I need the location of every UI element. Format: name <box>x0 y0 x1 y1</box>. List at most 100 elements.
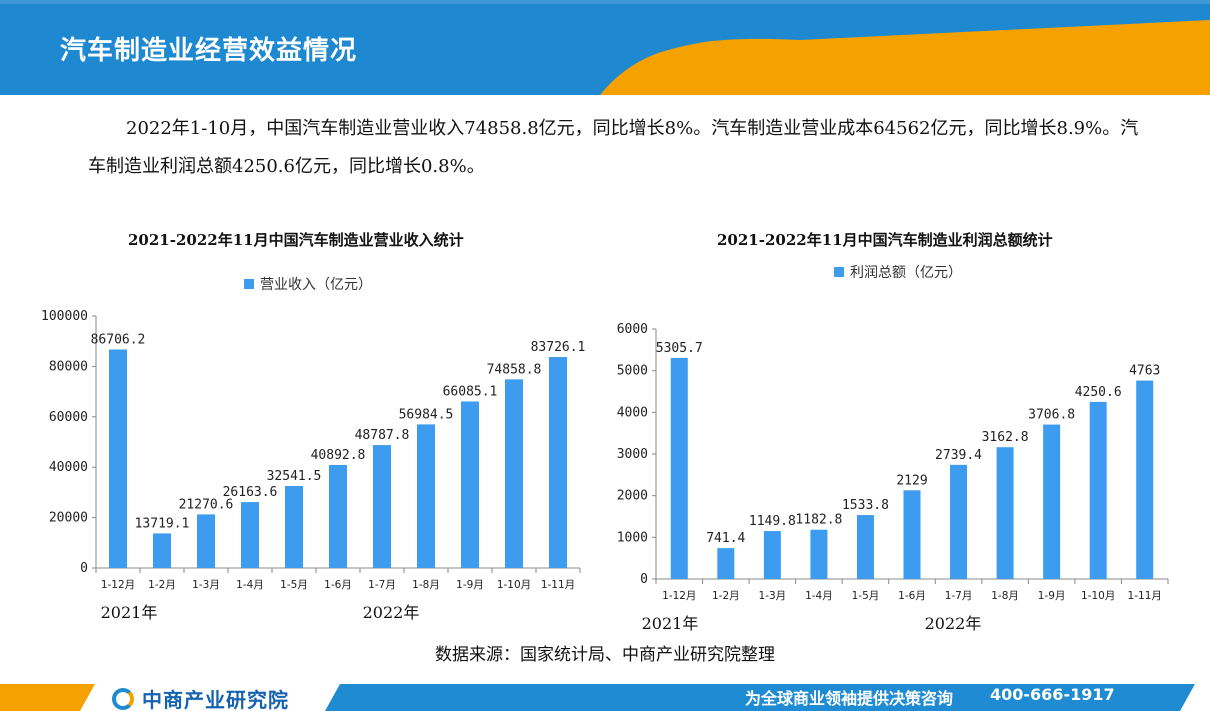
footer-band <box>0 682 1210 711</box>
profit-x-tick-label: 1-7月 <box>945 590 973 602</box>
revenue-legend-label: 营业收入（亿元） <box>260 277 372 293</box>
profit-bar <box>856 515 874 579</box>
profit-bar-chart: 0 1000 2000 3000 4000 5000 6000 5305.7 1-12月 741.… <box>617 322 1169 633</box>
revenue-y-tick-label: 40000 <box>49 460 88 475</box>
profit-data-label: 4763 <box>1129 364 1160 379</box>
footer-background <box>0 684 1195 711</box>
profit-x-tick-label: 1-3月 <box>759 590 787 602</box>
profit-bar <box>670 357 688 579</box>
revenue-data-label: 40892.8 <box>311 448 366 463</box>
profit-data-label: 3162.8 <box>982 430 1029 445</box>
intro-paragraph: 2022年1-10月，中国汽车制造业营业收入74858.8亿元，同比增长8%。汽… <box>88 118 1139 177</box>
footer-phone: 400-666-1917 <box>990 685 1115 704</box>
profit-y-tick-label: 2000 <box>617 489 648 504</box>
data-source-note: 数据来源：国家统计局、中商产业研究院整理 <box>435 645 775 665</box>
profit-y-tick-label: 6000 <box>617 322 648 337</box>
revenue-bar <box>461 401 479 568</box>
revenue-data-label: 26163.6 <box>223 485 278 500</box>
revenue-legend-swatch <box>244 279 254 289</box>
revenue-x-tick-label: 1-10月 <box>497 579 531 591</box>
profit-bar <box>810 529 828 579</box>
header-background <box>0 0 1210 95</box>
revenue-y-tick-label: 20000 <box>49 511 88 526</box>
profit-x-tick-label: 1-6月 <box>898 590 926 602</box>
revenue-legend: 营业收入（亿元） <box>244 274 372 294</box>
revenue-data-label: 66085.1 <box>443 384 498 399</box>
revenue-bar <box>549 357 567 568</box>
revenue-x-tick-label: 1-8月 <box>412 579 440 591</box>
revenue-bar <box>417 424 435 568</box>
revenue-x-tick-label: 1-6月 <box>324 579 352 591</box>
revenue-x-tick-label: 1-3月 <box>192 579 220 591</box>
profit-x-tick-label: 1-12月 <box>662 590 696 602</box>
revenue-data-label: 21270.6 <box>179 497 234 512</box>
revenue-x-tick-label: 1-5月 <box>280 579 308 591</box>
header-banner: 汽车制造业经营效益情况 <box>0 0 1210 95</box>
revenue-bar <box>109 349 127 568</box>
profit-x-tick-label: 1-11月 <box>1128 590 1162 602</box>
revenue-x-tick-label: 1-12月 <box>101 579 135 591</box>
profit-bar <box>763 531 781 579</box>
profit-bar <box>1089 401 1107 579</box>
profit-x-tick-label: 1-10月 <box>1081 590 1115 602</box>
footer-slogan: 为全球商业领袖提供决策咨询 <box>745 689 954 708</box>
revenue-year-label: 2022年 <box>363 603 420 622</box>
revenue-year-label: 2021年 <box>101 603 158 622</box>
revenue-y-tick-label: 100000 <box>41 309 88 324</box>
revenue-x-tick-label: 1-4月 <box>236 579 264 591</box>
revenue-bar <box>329 464 347 568</box>
revenue-data-label: 32541.5 <box>267 469 322 484</box>
footer-logo-text: 中商产业研究院 <box>142 688 289 711</box>
profit-bar <box>717 548 735 579</box>
revenue-bar <box>153 533 171 568</box>
profit-bar <box>1136 380 1154 579</box>
revenue-bar <box>373 445 391 568</box>
revenue-data-label: 48787.8 <box>355 428 410 443</box>
revenue-bar <box>505 379 523 568</box>
profit-x-tick-label: 1-4月 <box>805 590 833 602</box>
profit-chart-title: 2021-2022年11月中国汽车制造业利润总额统计 <box>717 231 1053 249</box>
revenue-y-tick-label: 80000 <box>49 359 88 374</box>
profit-bar <box>996 447 1014 579</box>
profit-y-tick-label: 1000 <box>617 530 648 545</box>
profit-y-tick-label: 5000 <box>617 364 648 379</box>
profit-y-tick-label: 4000 <box>617 405 648 420</box>
profit-year-label: 2022年 <box>925 614 982 633</box>
revenue-data-label: 56984.5 <box>399 407 454 422</box>
profit-data-label: 5305.7 <box>656 341 703 356</box>
profit-x-tick-label: 1-2月 <box>712 590 740 602</box>
profit-data-label: 2129 <box>896 473 927 488</box>
profit-bar <box>950 464 968 579</box>
revenue-bar <box>197 514 215 568</box>
profit-legend-swatch <box>834 267 844 277</box>
profit-data-label: 1149.8 <box>749 514 796 529</box>
revenue-y-tick-label: 0 <box>80 561 88 576</box>
revenue-x-tick-label: 1-9月 <box>456 579 484 591</box>
profit-legend: 利润总额（亿元） <box>834 262 962 282</box>
profit-data-label: 2739.4 <box>935 448 982 463</box>
profit-y-tick-label: 3000 <box>617 447 648 462</box>
revenue-data-label: 13719.1 <box>135 516 190 531</box>
profit-bar <box>903 490 921 579</box>
profit-x-tick-label: 1-5月 <box>852 590 880 602</box>
profit-legend-label: 利润总额（亿元） <box>850 265 962 281</box>
profit-data-label: 741.4 <box>706 531 745 546</box>
page-title: 汽车制造业经营效益情况 <box>60 36 358 66</box>
profit-x-tick-label: 1-9月 <box>1038 590 1066 602</box>
revenue-data-label: 83726.1 <box>531 340 586 355</box>
profit-data-label: 4250.6 <box>1075 385 1122 400</box>
revenue-y-tick-label: 60000 <box>49 410 88 425</box>
revenue-bar <box>285 485 303 568</box>
revenue-x-tick-label: 1-2月 <box>148 579 176 591</box>
company-logo-icon <box>112 687 134 710</box>
revenue-bar <box>241 502 259 568</box>
profit-x-tick-label: 1-8月 <box>991 590 1019 602</box>
profit-data-label: 1533.8 <box>842 498 889 513</box>
footer-logo: 中商产业研究院 <box>112 684 289 711</box>
revenue-x-tick-label: 1-7月 <box>368 579 396 591</box>
profit-bar <box>1043 424 1061 579</box>
profit-year-label: 2021年 <box>642 614 699 633</box>
revenue-data-label: 74858.8 <box>487 362 542 377</box>
profit-data-label: 3706.8 <box>1028 408 1075 423</box>
